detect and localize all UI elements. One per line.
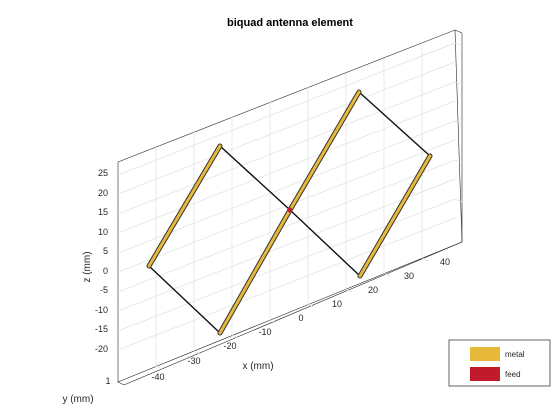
metal-strip xyxy=(288,90,361,212)
chart-title: biquad antenna element xyxy=(227,17,353,29)
x-tick: 40 xyxy=(440,257,450,267)
back-wall-horizontal-grid xyxy=(117,42,456,351)
legend-label-metal: metal xyxy=(505,350,525,359)
legend-label-feed: feed xyxy=(505,370,521,379)
x-tick: -40 xyxy=(151,372,164,382)
x-tick: -20 xyxy=(223,341,236,351)
metal-strip xyxy=(358,154,432,278)
legend: metal feed xyxy=(448,339,551,387)
x-tick: 0 xyxy=(298,313,303,323)
floor-grid xyxy=(155,257,429,370)
y-tick: 1 xyxy=(105,376,110,386)
z-tick-labels: 25 20 15 10 5 0 -5 -10 -15 -20 xyxy=(95,168,108,354)
y-axis-label: y (mm) xyxy=(62,394,93,405)
feed-point xyxy=(287,207,293,213)
z-tick: -20 xyxy=(95,344,108,354)
x-tick: -30 xyxy=(187,356,200,366)
metal-strip xyxy=(147,144,222,268)
legend-swatch-feed xyxy=(470,367,500,381)
x-tick: 10 xyxy=(332,299,342,309)
z-tick: 20 xyxy=(98,188,108,198)
z-tick: -15 xyxy=(95,324,108,334)
z-tick: 15 xyxy=(98,207,108,217)
legend-swatch-metal xyxy=(470,347,500,361)
side-wall-grid xyxy=(454,42,463,203)
metal-strip xyxy=(218,208,292,335)
back-wall-vertical-grid xyxy=(155,43,423,366)
x-tick: 20 xyxy=(368,285,378,295)
z-tick: 5 xyxy=(103,246,108,256)
z-axis-label: z (mm) xyxy=(82,251,93,282)
z-tick: -5 xyxy=(100,285,108,295)
z-tick: -10 xyxy=(95,305,108,315)
x-tick: 30 xyxy=(404,271,414,281)
x-tick: -10 xyxy=(258,327,271,337)
x-tick-labels: -40 -30 -20 -10 0 10 20 30 40 xyxy=(151,257,450,382)
depth-edges xyxy=(117,29,463,386)
z-tick: 25 xyxy=(98,168,108,178)
antenna-metal-strips xyxy=(146,89,433,336)
axes-box xyxy=(117,29,463,386)
z-tick: 0 xyxy=(103,266,108,276)
antenna-wire-outline xyxy=(148,91,431,334)
z-tick: 10 xyxy=(98,227,108,237)
x-axis-label: x (mm) xyxy=(242,361,273,372)
